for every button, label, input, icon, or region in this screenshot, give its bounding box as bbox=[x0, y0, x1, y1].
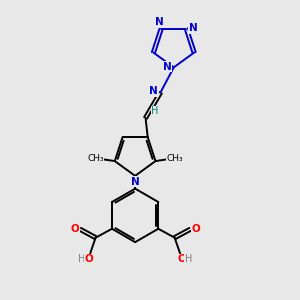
Text: N: N bbox=[155, 17, 164, 27]
Text: N: N bbox=[163, 62, 172, 72]
Text: O: O bbox=[177, 254, 186, 264]
Text: N: N bbox=[188, 23, 197, 33]
Text: H: H bbox=[152, 106, 159, 116]
Text: O: O bbox=[70, 224, 79, 234]
Text: CH₃: CH₃ bbox=[87, 154, 104, 163]
Text: H: H bbox=[78, 254, 85, 264]
Text: H: H bbox=[184, 254, 192, 264]
Text: N: N bbox=[149, 86, 158, 96]
Text: CH₃: CH₃ bbox=[167, 154, 183, 163]
Text: O: O bbox=[191, 224, 200, 234]
Text: N: N bbox=[131, 177, 140, 187]
Text: O: O bbox=[84, 254, 93, 264]
